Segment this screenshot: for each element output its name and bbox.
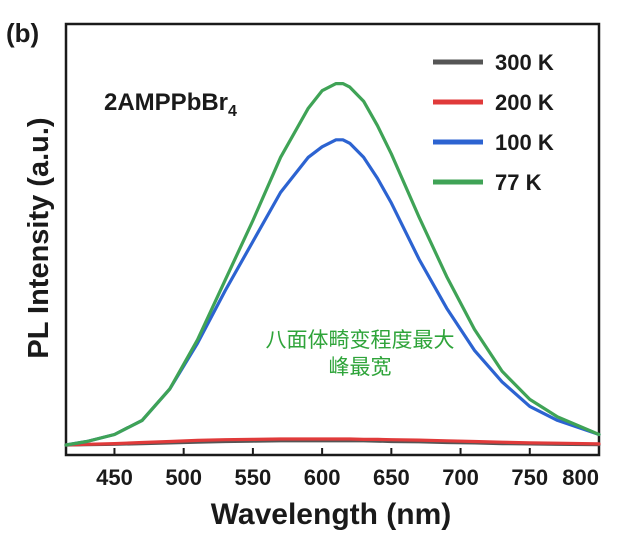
x-tick-label: 600 <box>304 465 341 490</box>
x-tick-label: 800 <box>562 465 599 490</box>
annotation-line-2: 峰最宽 <box>329 355 392 379</box>
x-tick-label: 750 <box>511 465 548 490</box>
sample-label-main: 2AMPPbBr <box>104 89 228 116</box>
sample-label-subscript: 4 <box>228 103 237 120</box>
legend-label: 300 K <box>495 50 554 75</box>
x-tick-label: 550 <box>235 465 272 490</box>
legend-label: 100 K <box>495 130 554 155</box>
x-tick-label: 500 <box>165 465 202 490</box>
annotation-line-1: 八面体畸变程度最大 <box>266 328 455 352</box>
series-line-77k <box>64 82 601 447</box>
x-tick-label: 450 <box>96 465 133 490</box>
series-group <box>64 82 601 447</box>
panel-label: (b) <box>6 18 39 48</box>
x-axis-title: Wavelength (nm) <box>211 498 452 531</box>
plot-frame <box>64 22 601 457</box>
plot-area <box>64 22 601 457</box>
y-axis-title: PL Intensity (a.u.) <box>23 117 55 358</box>
x-tick-label: 700 <box>442 465 479 490</box>
series-line-200k <box>64 437 601 447</box>
legend: 300 K 200 K 100 K 77 K <box>433 50 554 195</box>
legend-label: 77 K <box>495 170 542 195</box>
legend-label: 200 K <box>495 90 554 115</box>
sample-label: 2AMPPbBr4 <box>104 89 237 120</box>
x-tick-label: 650 <box>373 465 410 490</box>
x-axis: 450 500 550 600 650 700 750 800 <box>96 448 600 490</box>
